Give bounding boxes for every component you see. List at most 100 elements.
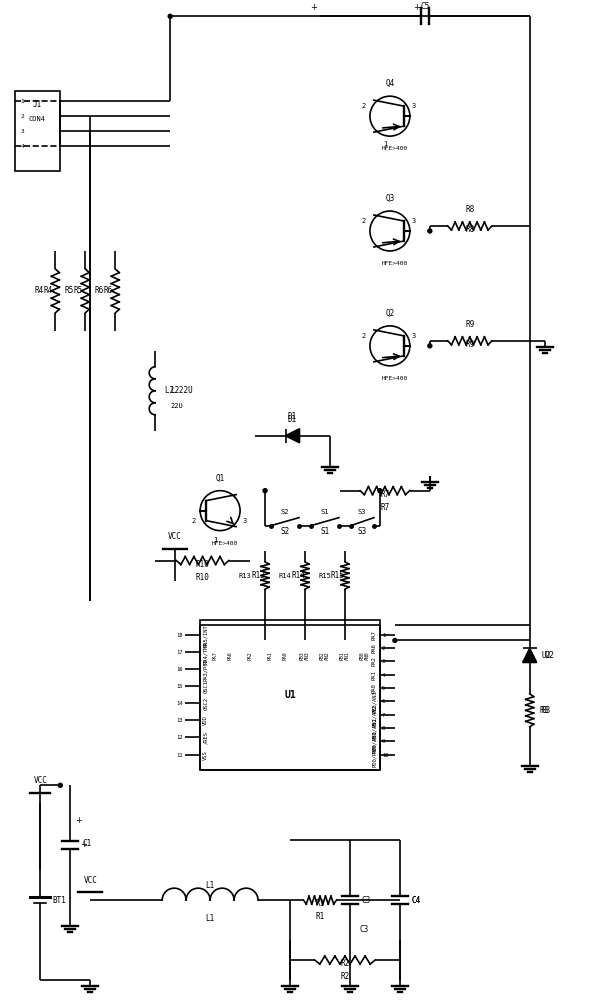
Text: HFE>400: HFE>400 — [212, 541, 238, 546]
Circle shape — [168, 14, 172, 18]
Text: PA6: PA6 — [372, 644, 377, 653]
Text: R6: R6 — [103, 286, 112, 295]
Text: 2: 2 — [362, 333, 366, 339]
Text: R15: R15 — [318, 573, 331, 579]
Text: 10: 10 — [382, 753, 388, 758]
Text: R9: R9 — [465, 340, 475, 349]
Text: PB1/AN1: PB1/AN1 — [372, 717, 377, 740]
Text: R1: R1 — [316, 899, 325, 908]
Text: L1: L1 — [206, 914, 215, 923]
Text: PB2/AN2: PB2/AN2 — [372, 704, 377, 727]
Text: PA0: PA0 — [282, 652, 288, 660]
Text: D1: D1 — [288, 415, 297, 424]
Circle shape — [428, 344, 432, 348]
Text: 4: 4 — [21, 144, 24, 149]
Text: R2: R2 — [341, 959, 350, 968]
Text: HFE>400: HFE>400 — [382, 376, 408, 381]
Text: 2: 2 — [362, 103, 366, 109]
Text: PA3/PFD: PA3/PFD — [203, 658, 208, 681]
Text: Q4: Q4 — [385, 79, 395, 88]
Text: 2: 2 — [362, 218, 366, 224]
Text: 3: 3 — [242, 518, 246, 524]
Text: +: + — [413, 3, 420, 12]
Text: R8: R8 — [465, 225, 475, 234]
Text: R15: R15 — [331, 571, 345, 580]
Text: BT1: BT1 — [52, 896, 66, 905]
Text: L2: L2 — [170, 386, 180, 395]
Text: VCC: VCC — [168, 532, 182, 541]
Bar — [15, 91, 60, 171]
Polygon shape — [285, 429, 299, 443]
Text: R1: R1 — [316, 912, 325, 921]
Text: /RES: /RES — [203, 731, 208, 744]
Text: 2: 2 — [192, 518, 196, 524]
Text: C5: C5 — [420, 2, 430, 11]
Text: 22U: 22U — [170, 403, 183, 409]
Text: PB2
AN2: PB2 AN2 — [319, 652, 330, 660]
Text: PB0
AN0: PB0 AN0 — [359, 652, 370, 660]
Text: PA7: PA7 — [372, 631, 377, 640]
Text: PB3
AN3: PB3 AN3 — [300, 652, 310, 660]
Text: 3: 3 — [412, 103, 416, 109]
Text: 5: 5 — [382, 686, 385, 691]
Text: VCC: VCC — [33, 776, 47, 785]
Text: 2: 2 — [382, 646, 385, 651]
Text: HFE>400: HFE>400 — [382, 261, 408, 266]
Text: R14: R14 — [291, 571, 305, 580]
Text: 1: 1 — [382, 633, 385, 638]
Text: U2: U2 — [544, 651, 555, 660]
Text: PB3/AN3: PB3/AN3 — [372, 690, 377, 713]
Text: R6: R6 — [94, 286, 103, 295]
Circle shape — [263, 489, 267, 493]
Text: 7: 7 — [382, 713, 385, 718]
Text: U2: U2 — [541, 651, 551, 660]
Text: 3: 3 — [21, 129, 24, 134]
Text: S3: S3 — [358, 527, 367, 536]
Text: U1: U1 — [284, 690, 296, 700]
Text: +: + — [75, 816, 82, 825]
Text: PA2: PA2 — [248, 652, 253, 660]
Text: 13: 13 — [177, 718, 183, 723]
Text: S2: S2 — [281, 509, 290, 515]
Text: R13: R13 — [239, 573, 251, 579]
Text: PA6: PA6 — [228, 652, 232, 660]
Text: PD0/PWM: PD0/PWM — [372, 744, 377, 767]
Text: R3: R3 — [540, 706, 549, 715]
Text: S1: S1 — [320, 509, 329, 515]
Text: D1: D1 — [287, 412, 297, 421]
Circle shape — [393, 638, 397, 642]
Text: 9: 9 — [382, 739, 385, 744]
Text: C1: C1 — [83, 839, 92, 848]
Text: +: + — [80, 840, 87, 849]
Text: Q1: Q1 — [215, 474, 225, 483]
Text: R14: R14 — [278, 573, 291, 579]
Text: OSC2: OSC2 — [203, 697, 208, 710]
Text: S1: S1 — [320, 527, 330, 536]
Text: 18: 18 — [177, 633, 183, 638]
Text: R4: R4 — [43, 286, 53, 295]
Text: PA4/TMR: PA4/TMR — [203, 641, 208, 664]
Text: VCC: VCC — [83, 876, 97, 885]
Text: C3: C3 — [360, 925, 369, 934]
Text: S3: S3 — [358, 509, 366, 515]
Text: PA5/INT: PA5/INT — [203, 624, 208, 647]
Text: S2: S2 — [280, 527, 290, 536]
Circle shape — [378, 489, 382, 493]
Text: OSC1: OSC1 — [203, 680, 208, 693]
Text: R10: R10 — [195, 560, 209, 569]
Text: VSS: VSS — [203, 750, 208, 760]
Text: R5: R5 — [64, 286, 73, 295]
Text: C4: C4 — [412, 896, 421, 905]
Text: R4: R4 — [34, 286, 43, 295]
Text: PA1: PA1 — [372, 671, 377, 680]
Bar — [200, 620, 380, 770]
Text: PA7: PA7 — [212, 652, 218, 660]
Text: R7: R7 — [380, 490, 390, 499]
Circle shape — [428, 229, 432, 233]
Text: HFE>400: HFE>400 — [382, 146, 408, 151]
Text: L1: L1 — [206, 881, 215, 890]
Text: VDD: VDD — [203, 715, 208, 725]
Text: R13: R13 — [251, 571, 265, 580]
Text: R7: R7 — [380, 503, 390, 512]
Text: PB0/AN0: PB0/AN0 — [372, 730, 377, 753]
